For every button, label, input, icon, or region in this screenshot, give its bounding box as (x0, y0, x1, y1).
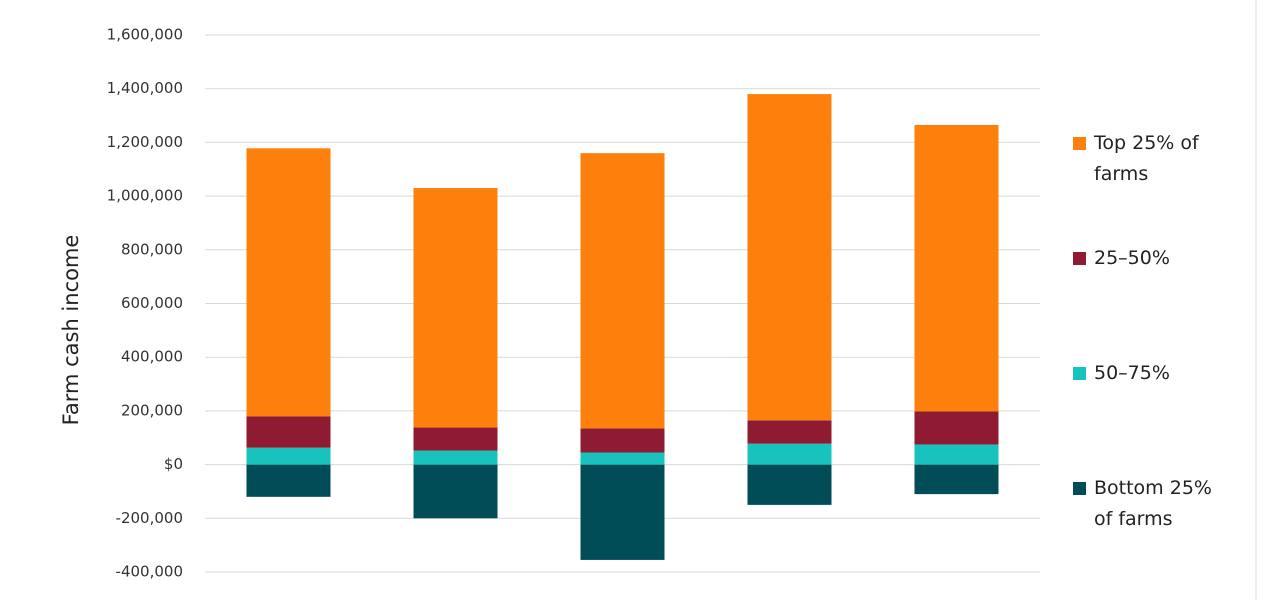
y-tick-label: 1,200,000 (107, 133, 183, 151)
bar-segment (580, 153, 665, 429)
y-tick-label: 400,000 (121, 348, 183, 366)
bar-segment (246, 447, 331, 465)
bar-segment (580, 464, 665, 560)
bar-segment (914, 444, 999, 465)
legend-swatch (1073, 137, 1086, 150)
bar-segment (413, 427, 498, 451)
legend-item: 50–75% (1073, 358, 1253, 389)
legend-item: Top 25% of farms (1073, 128, 1253, 190)
bar-segment (914, 124, 999, 412)
bar-segment (246, 148, 331, 417)
legend-swatch (1073, 367, 1086, 380)
y-tick-label: 600,000 (121, 294, 183, 312)
y-tick-label: 800,000 (121, 240, 183, 258)
legend-label: 25–50% (1094, 247, 1170, 269)
y-axis-label: Farm cash income (59, 235, 83, 426)
legend-label: Top 25% of farms (1094, 132, 1199, 185)
y-tick-label: $0 (164, 455, 183, 473)
bar-segment (413, 464, 498, 519)
y-tick-label: 1,400,000 (107, 79, 183, 97)
legend-item: 25–50% (1073, 243, 1253, 274)
legend-item: Bottom 25% of farms (1073, 473, 1253, 535)
bar-segment (580, 428, 665, 453)
legend-label: 50–75% (1094, 362, 1170, 384)
bar-segment (747, 443, 832, 465)
bar-segment (246, 464, 331, 497)
y-tick-label: -400,000 (116, 563, 183, 581)
y-tick-label: 200,000 (121, 401, 183, 419)
bar-segment (413, 450, 498, 465)
y-tick-label: 1,000,000 (107, 187, 183, 205)
bar-segment (747, 94, 832, 421)
legend-swatch (1073, 252, 1086, 265)
legend-label: Bottom 25% of farms (1094, 477, 1212, 530)
bar-segment (246, 416, 331, 448)
bar-segment (413, 188, 498, 428)
bar-segment (747, 420, 832, 444)
bar-segment (914, 411, 999, 445)
y-tick-label: -200,000 (116, 509, 183, 527)
y-tick-label: 1,600,000 (107, 26, 183, 44)
bar-segment (747, 464, 832, 505)
bar-segment (914, 464, 999, 495)
bar-segment (580, 452, 665, 465)
legend-swatch (1073, 482, 1086, 495)
